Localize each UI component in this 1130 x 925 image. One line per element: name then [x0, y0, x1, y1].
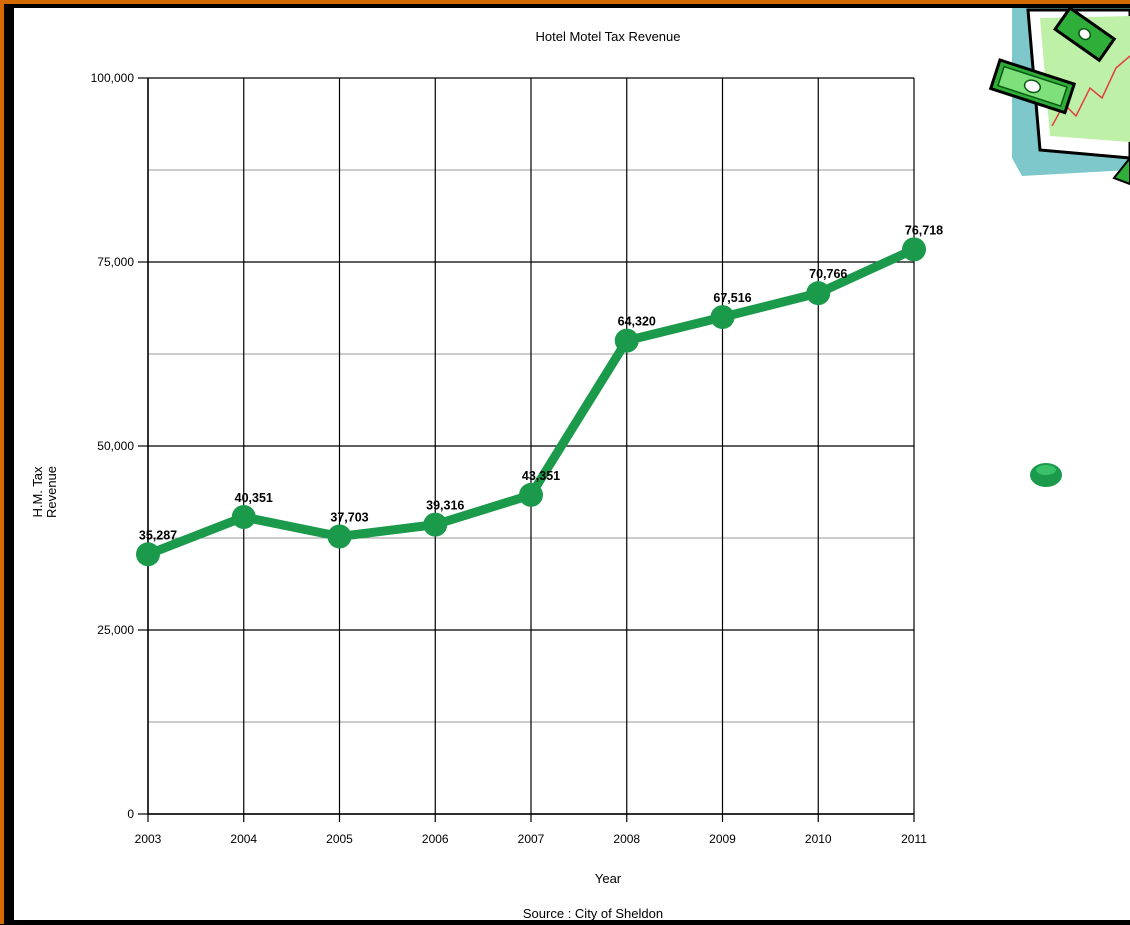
y-tick-label: 0 — [127, 807, 134, 821]
data-point — [327, 524, 352, 549]
green-bullet-icon — [1030, 463, 1062, 487]
data-label: 70,766 — [809, 267, 847, 281]
x-tick-label: 2008 — [613, 832, 640, 846]
y-tick-label: 100,000 — [91, 71, 135, 85]
data-label: 39,316 — [426, 499, 464, 513]
data-label: 67,516 — [713, 291, 751, 305]
source-note: Source : City of Sheldon — [523, 906, 663, 920]
data-label: 64,320 — [618, 315, 656, 329]
chart-title: Hotel Motel Tax Revenue — [535, 29, 680, 44]
series — [136, 237, 926, 567]
y-axis-title-line-1: H.M. Tax — [30, 466, 45, 518]
x-tick-label: 2003 — [135, 832, 162, 846]
data-labels: 35,287 40,351 37,703 39,316 43,351 64,320 67,5… — [139, 223, 943, 542]
x-tick-label: 2006 — [422, 832, 449, 846]
money-chart-icon — [988, 5, 1130, 186]
y-tick-label: 75,000 — [97, 255, 134, 269]
x-tick-label: 2005 — [326, 832, 353, 846]
data-point — [806, 281, 831, 306]
y-tick-label: 50,000 — [97, 439, 134, 453]
y-axis-title: H.M. Tax Revenue — [30, 466, 59, 518]
y-axis-title-line-2: Revenue — [44, 466, 59, 518]
axes — [138, 77, 915, 822]
y-tick-label: 25,000 — [97, 623, 134, 637]
x-tick-label: 2010 — [805, 832, 832, 846]
data-label: 35,287 — [139, 528, 177, 542]
y-tick-labels: 0 25,000 50,000 75,000 100,000 — [91, 71, 135, 821]
data-point — [710, 305, 735, 330]
line-chart: Hotel Motel Tax Revenue 0 25,000 50,000 75,… — [30, 5, 1130, 921]
slide: Hotel Motel Tax Revenue 0 25,000 50,000 75,… — [14, 5, 1130, 921]
data-point — [423, 512, 448, 537]
data-point — [902, 237, 926, 262]
data-point — [231, 505, 256, 530]
data-label: 43,351 — [522, 469, 560, 483]
data-label: 76,718 — [905, 223, 943, 237]
x-tick-labels: 2003 2004 2005 2006 2007 2008 2009 2010 2011 — [135, 832, 928, 846]
x-tick-label: 2009 — [709, 832, 736, 846]
data-point — [136, 542, 160, 567]
data-point — [614, 328, 639, 353]
x-tick-label: 2007 — [518, 832, 545, 846]
grid — [147, 77, 915, 815]
data-label: 40,351 — [235, 491, 273, 505]
data-point — [519, 482, 543, 507]
data-label: 37,703 — [330, 511, 368, 525]
x-axis-title: Year — [595, 871, 622, 886]
x-tick-label: 2011 — [901, 832, 927, 846]
x-tick-label: 2004 — [230, 832, 257, 846]
